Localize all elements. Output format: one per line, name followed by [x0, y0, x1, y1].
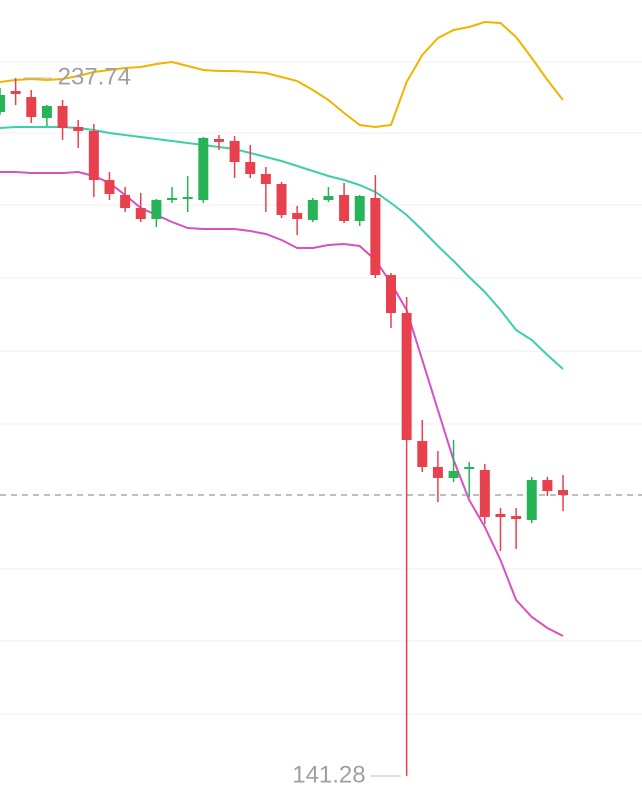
candle-body	[276, 184, 287, 215]
candle-body	[229, 141, 240, 163]
candle-body	[260, 174, 271, 185]
candle-body	[542, 480, 553, 492]
candle-body	[167, 197, 178, 201]
candle-body	[558, 490, 569, 496]
candle-body	[511, 515, 522, 520]
candle-body	[323, 196, 334, 201]
candle-body	[495, 513, 506, 518]
candle-body	[464, 467, 475, 470]
candle-body	[57, 106, 68, 129]
band-line	[0, 126, 564, 370]
candle-body	[307, 200, 318, 220]
candle-body	[386, 275, 396, 314]
candle-body	[182, 197, 193, 199]
candle-body	[370, 197, 381, 276]
candle-body	[448, 470, 459, 479]
candle-body	[417, 441, 428, 468]
candle-body	[0, 95, 5, 113]
candle-body	[26, 97, 37, 118]
candle-body	[151, 200, 162, 220]
band-line	[0, 20, 564, 129]
candle-body	[10, 91, 21, 94]
candle-body	[339, 195, 350, 221]
candle-body	[526, 480, 537, 520]
candle-body	[104, 180, 115, 194]
candle-body	[88, 130, 99, 181]
band-line	[0, 170, 564, 637]
high-label: 237.74	[58, 63, 131, 90]
candle-body	[120, 195, 131, 209]
candle-body	[245, 162, 256, 175]
candle-body	[401, 313, 412, 441]
candle-body	[292, 213, 303, 220]
candle-body	[135, 208, 146, 220]
candle-body	[41, 106, 52, 119]
candle-body	[354, 196, 365, 221]
low-label: 141.28	[292, 761, 365, 788]
candle-body	[432, 467, 443, 479]
candle-body	[479, 469, 490, 518]
candle-body	[213, 139, 224, 142]
candle-body	[73, 126, 84, 131]
candle-body	[198, 137, 209, 201]
